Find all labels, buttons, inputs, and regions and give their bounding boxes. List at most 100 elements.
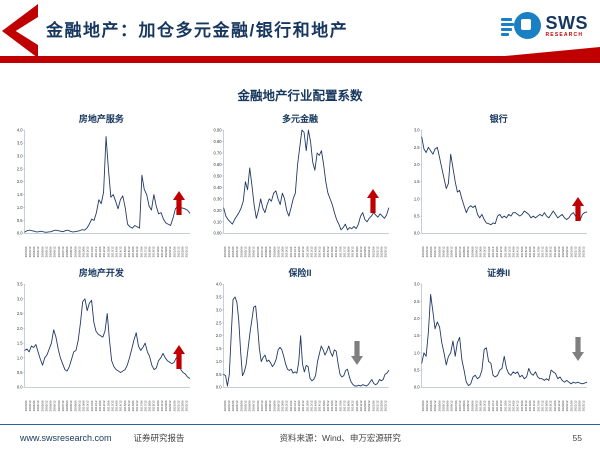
svg-text:2003/12: 2003/12 (28, 246, 32, 257)
svg-text:2015/06: 2015/06 (321, 400, 325, 411)
header-red-bar (0, 56, 600, 63)
svg-text:2004/12: 2004/12 (235, 246, 239, 257)
svg-text:2008/06: 2008/06 (65, 400, 69, 411)
svg-text:0.0: 0.0 (17, 385, 23, 390)
svg-text:2017/12: 2017/12 (342, 246, 346, 257)
svg-text:2013/06: 2013/06 (305, 400, 309, 411)
svg-text:2017/12: 2017/12 (342, 400, 346, 411)
svg-text:2006/12: 2006/12 (53, 400, 57, 411)
svg-text:2019/06: 2019/06 (354, 246, 358, 257)
chart-grid: 房地产服务 4.0 3.5 3.0 2.5 2.0 1.5 1.0 0.5 0.0 2003/06… (8, 112, 592, 416)
svg-text:2007/06: 2007/06 (454, 246, 458, 257)
sws-globe-icon (501, 12, 542, 40)
svg-text:2006/06: 2006/06 (49, 246, 53, 257)
footer: www.swsresearch.com 证券研究报告 资料来源：Wind、申万宏… (0, 424, 600, 450)
footer-website-link[interactable]: www.swsresearch.com (20, 432, 112, 443)
svg-text:2009/12: 2009/12 (77, 246, 81, 257)
svg-text:2006/12: 2006/12 (450, 400, 454, 411)
svg-text:2.5: 2.5 (414, 145, 420, 150)
svg-text:2011/12: 2011/12 (293, 246, 297, 257)
svg-text:4.0: 4.0 (17, 128, 23, 133)
svg-text:2011/06: 2011/06 (288, 400, 292, 411)
svg-text:2018/12: 2018/12 (350, 246, 354, 257)
svg-text:3.5: 3.5 (17, 282, 23, 287)
svg-text:2012/06: 2012/06 (495, 246, 499, 257)
svg-text:2014/06: 2014/06 (313, 246, 317, 257)
svg-text:2016/06: 2016/06 (330, 400, 334, 411)
svg-text:2008/12: 2008/12 (69, 400, 73, 411)
svg-text:2010/12: 2010/12 (284, 400, 288, 411)
svg-text:2007/12: 2007/12 (61, 400, 65, 411)
svg-text:2008/06: 2008/06 (462, 400, 466, 411)
svg-text:1.5: 1.5 (17, 192, 23, 197)
svg-text:2019/06: 2019/06 (156, 400, 160, 411)
svg-text:0.5: 0.5 (17, 370, 23, 375)
svg-text:2018/12: 2018/12 (549, 246, 553, 257)
svg-text:2016/12: 2016/12 (533, 246, 537, 257)
svg-text:2017/12: 2017/12 (541, 246, 545, 257)
svg-text:2013/12: 2013/12 (309, 400, 313, 411)
trend-down-arrow-icon (572, 337, 584, 366)
svg-text:2016/12: 2016/12 (533, 400, 537, 411)
svg-text:2012/12: 2012/12 (301, 400, 305, 411)
footer-report-type: 证券研究报告 (133, 432, 185, 443)
svg-text:0.90: 0.90 (213, 128, 222, 133)
svg-text:2012/06: 2012/06 (297, 246, 301, 257)
svg-text:2016/06: 2016/06 (528, 400, 532, 411)
header-red-wedge (505, 47, 600, 56)
chart-diversified-finance: 多元金融 0.90 0.80 0.70 0.60 0.50 0.40 0.30 0.20 0.1… (207, 112, 394, 262)
svg-text:3.5: 3.5 (215, 294, 221, 299)
svg-text:2005/12: 2005/12 (44, 246, 48, 257)
svg-text:2012/06: 2012/06 (98, 246, 102, 257)
svg-text:2016/06: 2016/06 (131, 246, 135, 257)
svg-text:0.5: 0.5 (414, 214, 420, 219)
svg-text:2011/12: 2011/12 (293, 400, 297, 411)
svg-text:2011/12: 2011/12 (94, 400, 98, 411)
svg-text:2010/12: 2010/12 (483, 246, 487, 257)
svg-text:2014/06: 2014/06 (115, 400, 119, 411)
svg-text:2.5: 2.5 (17, 166, 23, 171)
svg-text:2013/12: 2013/12 (508, 400, 512, 411)
svg-text:2.0: 2.0 (17, 179, 23, 184)
svg-text:0.30: 0.30 (213, 196, 222, 201)
svg-text:2022/06: 2022/06 (379, 246, 383, 257)
svg-text:2018/12: 2018/12 (152, 246, 156, 257)
svg-text:2003/12: 2003/12 (425, 400, 429, 411)
svg-text:2017/06: 2017/06 (338, 400, 342, 411)
svg-text:2021/12: 2021/12 (375, 400, 379, 411)
svg-text:2008/12: 2008/12 (69, 246, 73, 257)
svg-text:2013/06: 2013/06 (106, 400, 110, 411)
svg-text:0.50: 0.50 (213, 173, 222, 178)
svg-text:2009/12: 2009/12 (276, 400, 280, 411)
svg-text:2015/06: 2015/06 (520, 246, 524, 257)
chart-securities-ii: 证券II 3.0 2.5 2.0 1.5 1.0 0.5 0.0 2003/06 2003/12… (405, 266, 592, 416)
svg-text:3.0: 3.0 (215, 307, 221, 312)
svg-text:2004/06: 2004/06 (32, 246, 36, 257)
svg-text:2008/12: 2008/12 (466, 400, 470, 411)
svg-text:2012/12: 2012/12 (102, 246, 106, 257)
svg-text:0.0: 0.0 (215, 385, 221, 390)
line-chart-canvas: 4.0 3.5 3.0 2.5 2.0 1.5 1.0 0.5 0.0 2003/06 2003/1… (17, 128, 191, 257)
svg-text:2007/06: 2007/06 (454, 400, 458, 411)
svg-text:2020/06: 2020/06 (561, 246, 565, 257)
svg-text:2014/06: 2014/06 (313, 400, 317, 411)
svg-text:2010/12: 2010/12 (483, 400, 487, 411)
svg-text:2022/12: 2022/12 (185, 246, 189, 257)
svg-text:2022/12: 2022/12 (383, 400, 387, 411)
svg-text:3.0: 3.0 (17, 153, 23, 158)
svg-text:1.0: 1.0 (414, 196, 420, 201)
svg-text:2011/12: 2011/12 (491, 400, 495, 411)
svg-text:2013/12: 2013/12 (508, 246, 512, 257)
svg-text:2022/12: 2022/12 (582, 400, 586, 411)
svg-text:2005/06: 2005/06 (239, 400, 243, 411)
svg-text:2019/12: 2019/12 (359, 246, 363, 257)
svg-text:2005/12: 2005/12 (442, 246, 446, 257)
svg-text:2012/12: 2012/12 (499, 400, 503, 411)
svg-text:2005/12: 2005/12 (243, 400, 247, 411)
svg-text:2009/12: 2009/12 (276, 246, 280, 257)
svg-text:2015/12: 2015/12 (326, 400, 330, 411)
svg-text:2022/12: 2022/12 (582, 246, 586, 257)
svg-text:3.5: 3.5 (17, 140, 23, 145)
trend-up-arrow-icon (172, 191, 185, 220)
